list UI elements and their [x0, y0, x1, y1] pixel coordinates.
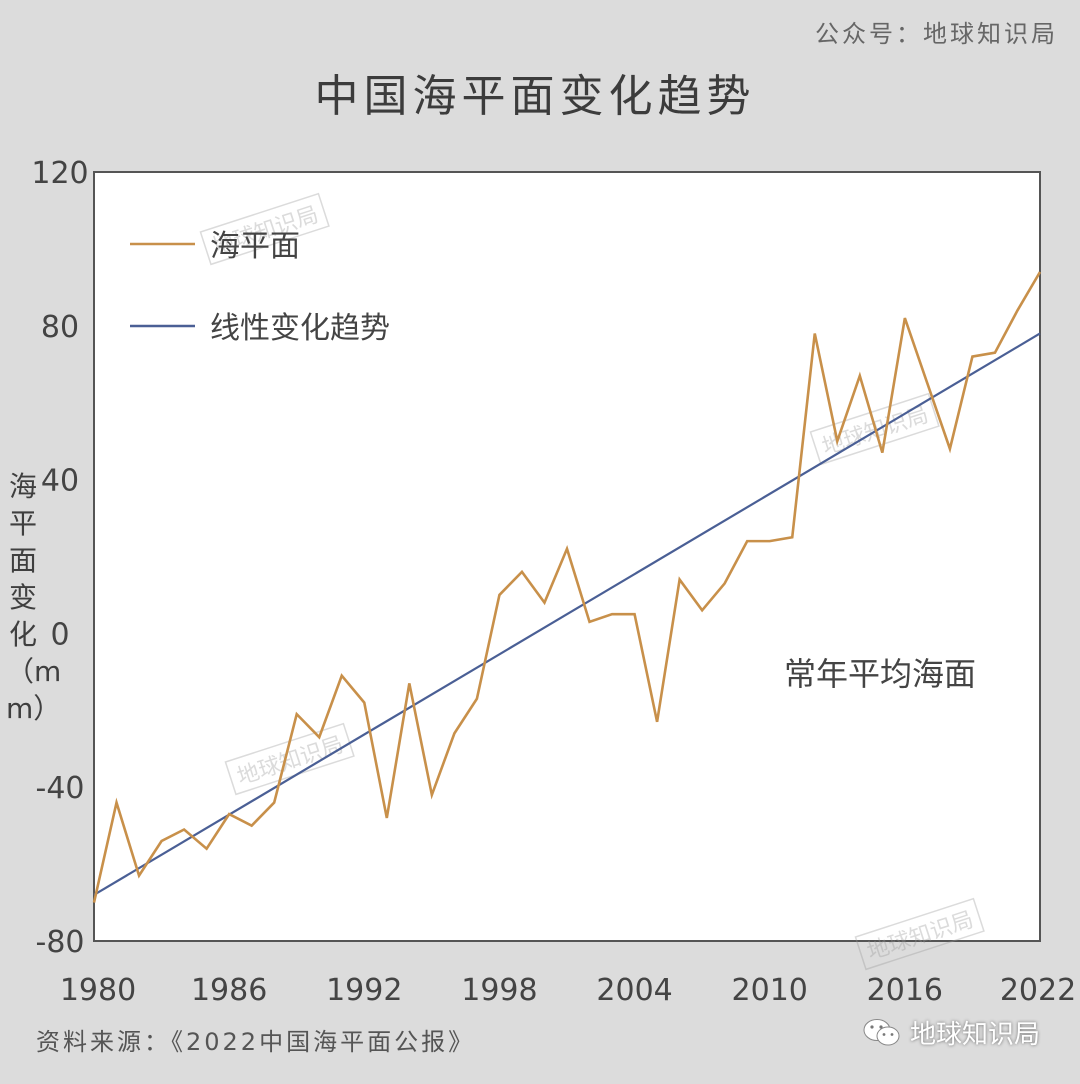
wechat-brand: 地球知识局: [862, 1014, 1040, 1051]
y-tick-label: 0: [50, 617, 69, 652]
wechat-brand-label: 地球知识局: [909, 1020, 1040, 1050]
y-tick-label: 40: [41, 464, 79, 499]
x-tick-label: 1980: [60, 973, 136, 1008]
x-tick-label: 1986: [191, 973, 267, 1008]
series-line-trend: [93, 332, 1041, 896]
series-line-sea-level: [92, 271, 1042, 903]
wechat-icon: [863, 1018, 900, 1045]
y-tick-label: 80: [41, 310, 79, 345]
page-title: 中国海平面变化趋势: [314, 71, 756, 122]
plot-area: [93, 171, 1041, 942]
x-tick-label: 2010: [732, 973, 808, 1008]
x-tick-label: 2022: [1000, 973, 1076, 1008]
source-note: 资料来源：《2022中国海平面公报》: [36, 1028, 476, 1056]
legend-label-sea-level: 海平面: [210, 229, 300, 264]
y-tick-label: 120: [31, 156, 88, 191]
y-tick-label: -40: [36, 771, 85, 806]
x-tick-label: 2004: [596, 973, 672, 1008]
top-credit: 公众号：地球知识局: [815, 20, 1058, 48]
x-tick-label: 1992: [326, 973, 402, 1008]
x-tick-label: 2016: [867, 973, 943, 1008]
x-tick-label: 1998: [461, 973, 537, 1008]
y-tick-label: -80: [36, 925, 85, 960]
legend-label-trend: 线性变化趋势: [210, 311, 390, 346]
annotation-mean-sea-level: 常年平均海面: [784, 655, 976, 693]
